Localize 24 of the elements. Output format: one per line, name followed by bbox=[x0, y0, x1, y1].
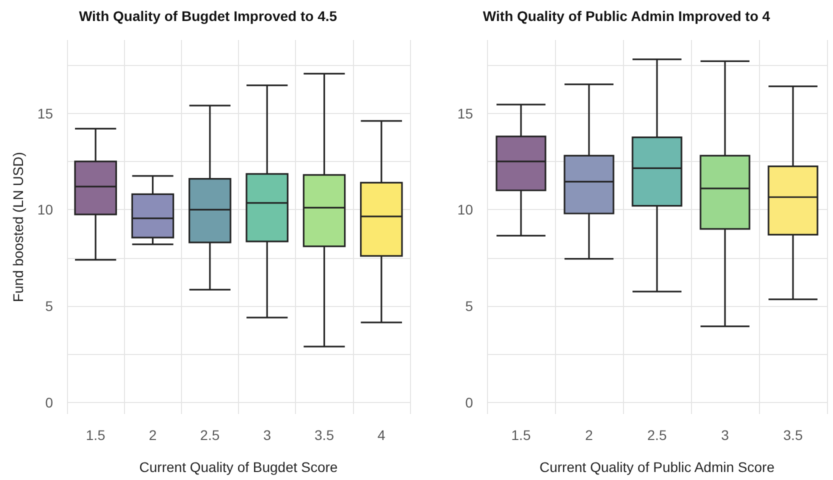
y-tick-label: 5 bbox=[465, 298, 474, 314]
x-tick-label: 2 bbox=[148, 427, 157, 443]
y-tick-label: 0 bbox=[45, 394, 54, 410]
chart-title: With Quality of Public Admin Improved to 4 bbox=[482, 8, 770, 24]
y-tick-label: 15 bbox=[37, 105, 54, 122]
y-tick-label: 10 bbox=[457, 202, 474, 218]
x-axis-title: Current Quality of Public Admin Score bbox=[540, 459, 775, 475]
x-tick-label: 1.5 bbox=[86, 427, 106, 443]
x-tick-label: 3 bbox=[721, 427, 730, 443]
x-tick-label: 3 bbox=[263, 427, 272, 443]
x-tick-label: 2.5 bbox=[647, 427, 667, 443]
y-tick-label: 10 bbox=[37, 202, 54, 218]
x-tick-label: 2.5 bbox=[200, 427, 220, 443]
y-tick-label: 15 bbox=[457, 105, 474, 122]
x-axis-title: Current Quality of Bugdet Score bbox=[139, 459, 338, 475]
chart-title: With Quality of Bugdet Improved to 4.5 bbox=[78, 8, 338, 24]
x-tick-label: 1.5 bbox=[511, 427, 531, 443]
x-tick-label: 4 bbox=[378, 427, 386, 443]
x-tick-label: 2 bbox=[585, 427, 594, 443]
y-axis-title: Fund boosted (LN USD) bbox=[10, 152, 26, 302]
y-tick-label: 0 bbox=[465, 394, 474, 410]
x-tick-label: 3.5 bbox=[314, 427, 334, 443]
x-tick-label: 3.5 bbox=[783, 427, 803, 443]
y-tick-label: 5 bbox=[45, 298, 54, 314]
